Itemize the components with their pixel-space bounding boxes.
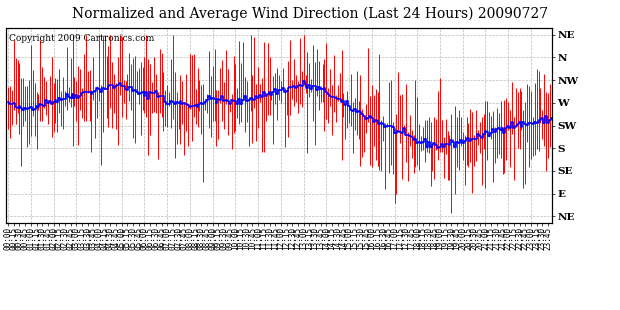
Text: Copyright 2009 Cartronics.com: Copyright 2009 Cartronics.com	[9, 34, 154, 43]
Text: Normalized and Average Wind Direction (Last 24 Hours) 20090727: Normalized and Average Wind Direction (L…	[72, 6, 548, 20]
